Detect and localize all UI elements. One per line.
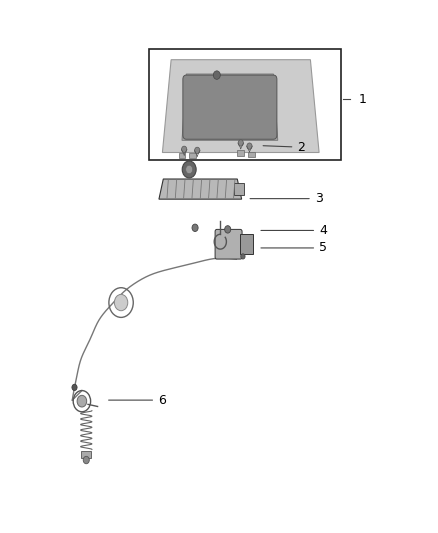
Circle shape bbox=[241, 254, 245, 259]
Bar bbox=[81, 451, 91, 458]
Text: 6: 6 bbox=[109, 393, 166, 407]
Text: 3: 3 bbox=[250, 192, 323, 205]
Circle shape bbox=[114, 294, 128, 311]
FancyBboxPatch shape bbox=[183, 75, 277, 139]
Circle shape bbox=[238, 140, 244, 146]
Circle shape bbox=[182, 161, 196, 178]
Text: 5: 5 bbox=[261, 241, 327, 254]
Polygon shape bbox=[162, 60, 319, 152]
Circle shape bbox=[186, 165, 193, 174]
FancyBboxPatch shape bbox=[215, 229, 242, 259]
Bar bbox=[248, 152, 255, 157]
Bar bbox=[237, 150, 244, 156]
Text: 1: 1 bbox=[358, 93, 366, 106]
Bar bbox=[233, 183, 244, 195]
Circle shape bbox=[225, 225, 231, 233]
Polygon shape bbox=[159, 179, 242, 199]
Bar bbox=[179, 152, 185, 158]
Circle shape bbox=[182, 146, 187, 152]
Circle shape bbox=[83, 456, 89, 464]
Circle shape bbox=[247, 143, 252, 149]
Circle shape bbox=[213, 71, 220, 79]
Circle shape bbox=[194, 147, 200, 154]
Bar bbox=[149, 49, 341, 160]
Circle shape bbox=[72, 384, 77, 391]
Circle shape bbox=[77, 395, 87, 407]
Bar bbox=[240, 234, 253, 254]
Circle shape bbox=[192, 224, 198, 231]
Bar bbox=[189, 153, 196, 158]
Polygon shape bbox=[182, 74, 278, 140]
Text: 4: 4 bbox=[261, 224, 327, 237]
Text: 2: 2 bbox=[263, 141, 305, 154]
